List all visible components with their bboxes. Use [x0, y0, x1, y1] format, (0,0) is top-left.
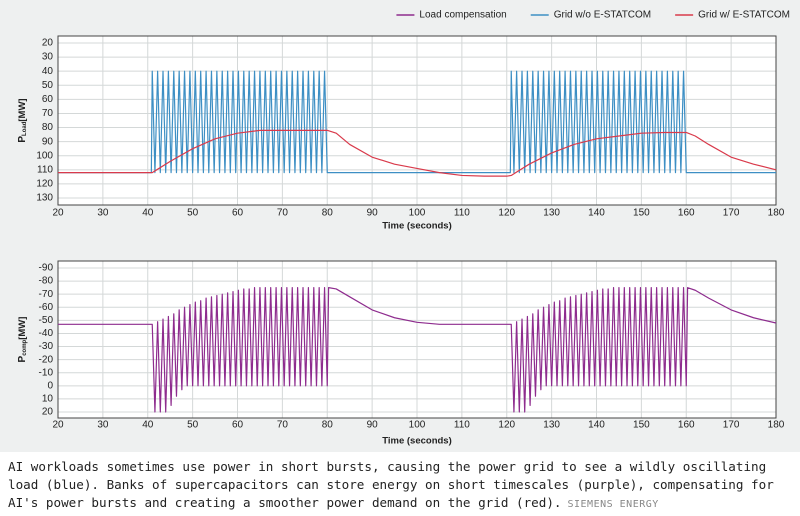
x-tick-label: 30: [97, 208, 109, 219]
x-tick-label: 50: [187, 208, 199, 219]
y-tick-label: 90: [42, 136, 54, 147]
caption-text: AI workloads sometimes use power in shor…: [8, 459, 774, 510]
x-tick-label: 60: [232, 420, 244, 431]
x-tick-label: 130: [543, 208, 560, 219]
y-tick-label: -20: [39, 354, 54, 365]
caption: AI workloads sometimes use power in shor…: [0, 452, 800, 514]
y-tick-label: 120: [36, 179, 53, 190]
figure: 20 30 40 50 60 70 80 90 100 110 120 130 20 30 40 50 60 70…: [0, 0, 800, 452]
y-tick-label: 80: [42, 122, 54, 133]
plot-frame: [57, 35, 777, 206]
y-tick-label: -70: [39, 289, 54, 300]
y-tick-label: -40: [39, 328, 54, 339]
x-tick-label: 30: [97, 420, 109, 431]
series-line: [58, 129, 777, 177]
y-tick-label: -60: [39, 302, 54, 313]
plot-frame: [57, 260, 777, 419]
x-tick-label: 110: [454, 420, 470, 431]
x-axis-label: Time (seconds): [382, 436, 452, 447]
y-label-subscript: comp: [22, 339, 28, 355]
y-tick-label: -30: [39, 341, 54, 352]
x-tick-label: 130: [543, 420, 560, 431]
x-axis-label: Time (seconds): [382, 221, 452, 232]
y-label-unit: [MW]: [17, 98, 28, 121]
y-tick-label: -90: [39, 263, 54, 274]
y-tick-label: -80: [39, 276, 54, 287]
legend-label: Load compensation: [419, 10, 506, 21]
legend-label: Grid w/ E-STATCOM: [698, 10, 790, 21]
x-tick-label: 160: [678, 420, 695, 431]
y-tick-label: 50: [42, 80, 54, 91]
y-tick-label: -50: [39, 315, 54, 326]
x-tick-label: 180: [768, 208, 785, 219]
x-tick-label: 80: [322, 208, 334, 219]
y-label-symbol: P: [17, 136, 28, 143]
x-tick-label: 70: [277, 208, 289, 219]
y-tick-label: 20: [42, 407, 54, 418]
x-tick-label: 170: [723, 208, 740, 219]
y-tick-label: 110: [37, 164, 53, 175]
x-tick-label: 110: [454, 208, 470, 219]
x-tick-label: 80: [322, 420, 334, 431]
x-tick-label: 70: [277, 420, 289, 431]
x-tick-label: 170: [723, 420, 740, 431]
y-tick-label: 0: [47, 380, 53, 391]
y-tick-label: 10: [42, 394, 54, 405]
x-tick-label: 160: [678, 208, 695, 219]
y-tick-label: 130: [36, 193, 53, 204]
x-tick-label: 20: [52, 208, 64, 219]
x-tick-label: 180: [768, 420, 785, 431]
series-line: [58, 287, 777, 413]
caption-credit: SIEMENS ENERGY: [567, 499, 659, 510]
y-tick-label: 40: [42, 66, 54, 77]
y-tick-label: 20: [42, 38, 54, 49]
y-tick-label: 100: [36, 150, 53, 161]
x-tick-label: 100: [409, 420, 426, 431]
legend: Load compensation Grid w/o E-STATCOM Grid …: [396, 10, 790, 21]
x-tick-label: 140: [588, 208, 605, 219]
y-axis-label: PLoad[MW]: [17, 98, 28, 142]
x-tick-label: 40: [142, 420, 154, 431]
y-label-symbol: P: [17, 355, 28, 362]
x-tick-label: 100: [409, 208, 426, 219]
y-tick-label: 60: [42, 94, 54, 105]
x-tick-label: 40: [142, 208, 154, 219]
y-tick-label: 70: [42, 108, 54, 119]
series-line: [58, 70, 776, 174]
x-tick-label: 120: [498, 208, 515, 219]
x-tick-label: 140: [588, 420, 605, 431]
x-tick-label: 120: [498, 420, 515, 431]
y-label-subscript: Load: [22, 121, 28, 136]
y-axis-label: Pcomp[MW]: [17, 317, 28, 363]
x-tick-label: 60: [232, 208, 244, 219]
x-tick-label: 50: [187, 420, 199, 431]
x-tick-label: 20: [52, 420, 64, 431]
y-tick-label: -10: [39, 367, 54, 378]
x-tick-label: 150: [633, 420, 650, 431]
legend-label: Grid w/o E-STATCOM: [554, 10, 651, 21]
x-tick-label: 90: [367, 420, 379, 431]
y-tick-label: 30: [42, 52, 54, 63]
y-label-unit: [MW]: [17, 317, 28, 340]
x-tick-label: 150: [633, 208, 650, 219]
x-tick-label: 90: [367, 208, 379, 219]
